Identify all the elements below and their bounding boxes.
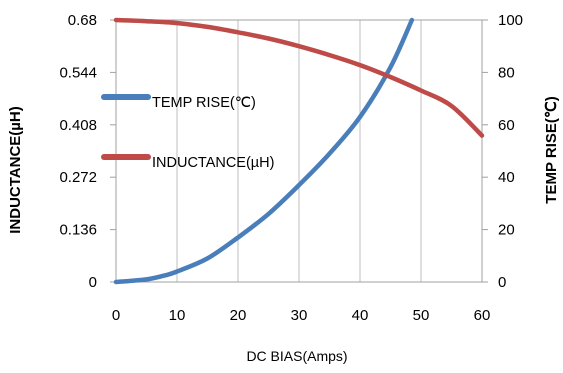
x-axis-ticks: 0 10 20 30 40 50 60	[112, 307, 491, 324]
x-tick-label: 20	[230, 307, 247, 324]
left-tick-label: 0.136	[59, 222, 97, 239]
series-line-temp-rise	[113, 17, 415, 285]
legend-label: INDUCTANCE(µH)	[152, 155, 274, 171]
right-tick-label: 60	[498, 117, 515, 134]
right-tick-label: 0	[498, 274, 506, 291]
left-tick-label: 0	[89, 274, 97, 291]
series-line-inductance	[113, 17, 485, 138]
right-tick-label: 80	[498, 64, 515, 81]
legend-label: TEMP RISE(℃)	[152, 95, 256, 111]
gridlines	[115, 20, 483, 282]
left-axis-ticks: 0 0.136 0.272 0.408 0.544 0.68	[59, 12, 116, 291]
x-tick-label: 30	[291, 307, 308, 324]
x-axis-title: DC BIAS(Amps)	[246, 348, 347, 364]
right-tick-label: 40	[498, 169, 515, 186]
left-tick-label: 0.68	[68, 12, 97, 29]
right-tick-label: 100	[498, 12, 523, 29]
left-tick-label: 0.408	[59, 117, 97, 134]
plot-area-border	[115, 19, 483, 283]
x-tick-label: 0	[112, 307, 120, 324]
left-tick-label: 0.544	[59, 64, 97, 81]
left-tick-label: 0.272	[59, 169, 97, 186]
right-axis-ticks: 0 20 40 60 80 100	[482, 12, 523, 291]
series-lines	[113, 17, 485, 285]
left-axis-title: INDUCTANCE(µH)	[7, 106, 24, 234]
x-tick-label: 10	[169, 307, 186, 324]
right-tick-label: 20	[498, 222, 515, 239]
legend: TEMP RISE(℃) INDUCTANCE(µH)	[101, 94, 274, 171]
x-tick-label: 40	[352, 307, 369, 324]
x-tick-label: 50	[413, 307, 430, 324]
x-tick-label: 60	[474, 307, 491, 324]
right-axis-title: TEMP RISE(℃)	[543, 96, 560, 203]
